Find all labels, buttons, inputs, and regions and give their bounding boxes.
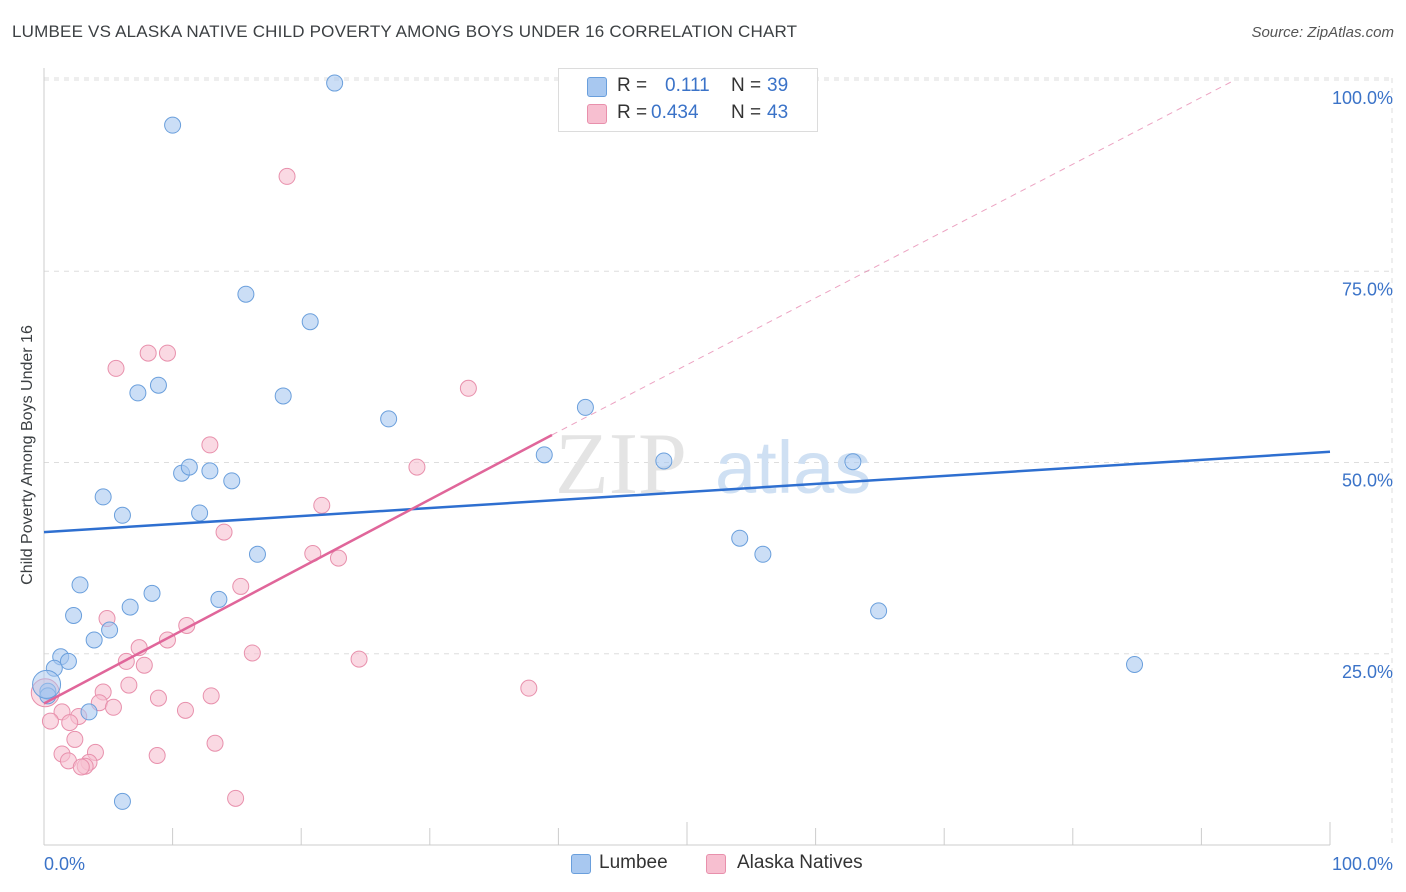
alaska-point (202, 687, 220, 705)
alaska-legend-label: Alaska Natives (737, 852, 863, 873)
lumbee-point (210, 590, 228, 608)
lumbee-point (85, 631, 103, 649)
lumbee-point (143, 584, 161, 602)
alaska-point (459, 379, 477, 397)
lumbee-legend-label: Lumbee (599, 852, 668, 873)
alaska-trend-line (43, 433, 553, 705)
lumbee-point (113, 506, 131, 524)
lumbee-point (101, 621, 119, 639)
lumbee-points (32, 74, 1144, 810)
lumbee-point (65, 607, 83, 624)
lumbee-point (59, 652, 77, 670)
lumbee-point (121, 598, 139, 616)
lumbee-point (71, 576, 89, 594)
alaska-point (408, 458, 426, 476)
lumbee-point (576, 398, 594, 416)
lumbee-point (274, 387, 292, 405)
legend-n-value: 43 (767, 102, 789, 123)
alaska-point (329, 549, 347, 567)
alaska-point (520, 679, 538, 697)
y-tick-label: 75.0% (1342, 279, 1393, 299)
legend-r-label: R = (617, 75, 648, 96)
lumbee-point (113, 792, 131, 810)
lumbee-point (191, 504, 209, 522)
alaska-point (206, 734, 224, 752)
lumbee-point (201, 462, 219, 480)
lumbee-legend-swatch (571, 854, 591, 874)
lumbee-point (94, 488, 112, 506)
alaska-point (148, 746, 166, 764)
alaska-point (176, 701, 194, 719)
alaska-swatch (587, 104, 607, 124)
alaska-point (66, 730, 84, 748)
lumbee-point (223, 472, 241, 490)
axes (43, 68, 1331, 846)
alaska-point (41, 712, 59, 730)
legend: R = 0.111 N = 39 R = 0.434 N = 43 (558, 68, 818, 132)
source-label: Source: ZipAtlas.com (1251, 24, 1394, 41)
alaska-point (215, 523, 233, 541)
alaska-point (72, 758, 90, 776)
alaska-point (120, 676, 138, 694)
lumbee-point (380, 410, 398, 428)
lumbee-point (149, 376, 167, 394)
x-tick-label: 0.0% (44, 854, 85, 874)
lumbee-point (301, 313, 319, 331)
y-tick-label: 25.0% (1342, 662, 1393, 682)
legend-r-value: 0.434 (651, 102, 699, 123)
lumbee-point (237, 285, 255, 303)
alaska-point (61, 714, 79, 732)
chart-title: LUMBEE VS ALASKA NATIVE CHILD POVERTY AM… (12, 22, 798, 41)
alaska-trend-extension (551, 79, 1236, 436)
y-axis-label: Child Poverty Among Boys Under 16 (19, 325, 36, 585)
alaska-point (313, 496, 331, 514)
tick-labels: 25.0% 50.0% 75.0% 100.0% 0.0% 100.0% (44, 88, 1393, 874)
lumbee-point (844, 453, 862, 471)
alaska-point (278, 167, 296, 185)
y-tick-label: 100.0% (1332, 88, 1393, 108)
lumbee-point (180, 458, 198, 476)
lumbee-point (248, 545, 266, 563)
lumbee-point (326, 74, 344, 92)
x-tick-label: 100.0% (1332, 854, 1393, 874)
lumbee-point (535, 446, 553, 464)
legend-r-value: 0.111 (665, 75, 710, 96)
lumbee-point (754, 545, 772, 563)
legend-n-label: N = (731, 102, 762, 123)
alaska-point (149, 689, 167, 707)
lumbee-point (870, 602, 888, 620)
watermark-atlas: atlas (715, 426, 871, 509)
lumbee-point (731, 529, 749, 547)
alaska-point (201, 436, 219, 454)
lumbee-swatch (587, 77, 607, 97)
lumbee-point (32, 669, 62, 699)
alaska-point (139, 344, 157, 362)
alaska-legend-swatch (706, 854, 726, 874)
lumbee-trend-line (43, 450, 1331, 534)
alaska-points (30, 167, 538, 807)
y-tick-label: 50.0% (1342, 471, 1393, 491)
alaska-point (232, 577, 250, 595)
legend-r-label: R = (617, 102, 648, 123)
alaska-point (227, 789, 245, 807)
lumbee-point (1126, 655, 1144, 673)
legend-n-label: N = (731, 75, 762, 96)
lumbee-point (655, 452, 673, 470)
alaska-point (104, 698, 122, 716)
alaska-point (158, 344, 176, 362)
alaska-point (135, 656, 153, 674)
lumbee-point (129, 384, 147, 402)
lumbee-point (80, 703, 98, 721)
alaska-point (107, 359, 125, 377)
legend-n-value: 39 (767, 75, 789, 96)
alaska-point (243, 644, 261, 662)
lumbee-point (164, 116, 182, 134)
alaska-point (350, 650, 368, 668)
trend-lines (43, 79, 1331, 705)
